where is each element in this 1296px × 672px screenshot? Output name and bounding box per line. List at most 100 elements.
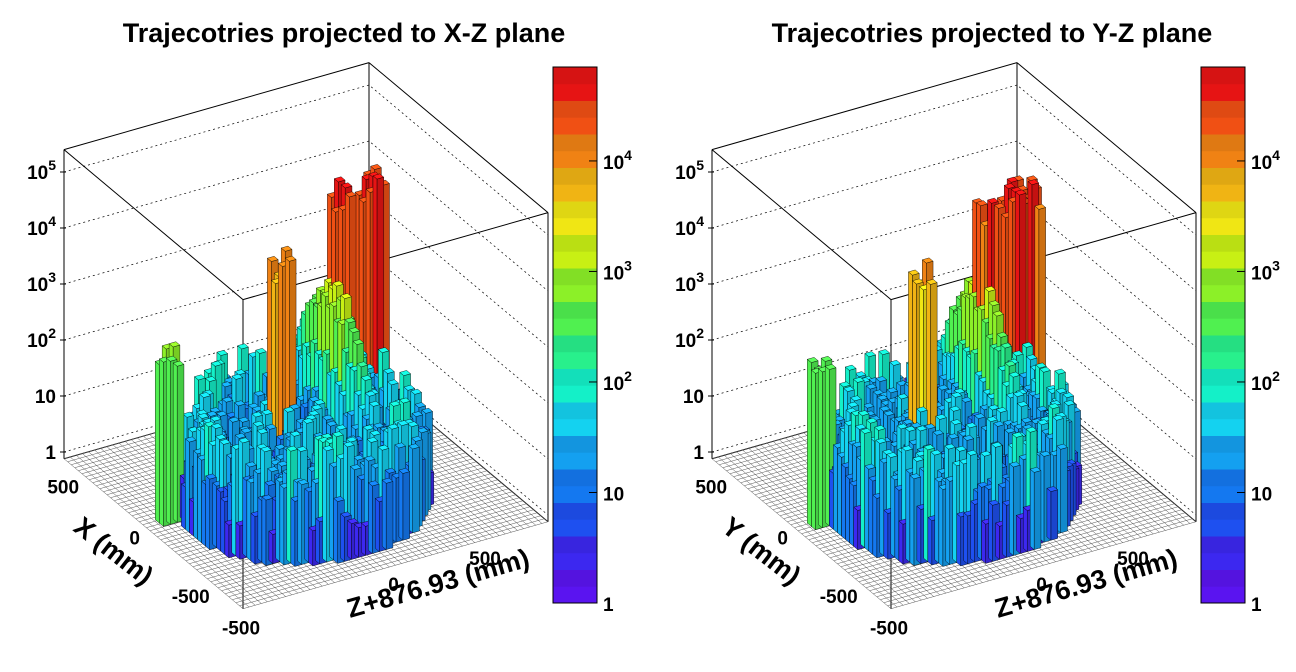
x-tick-label: 0 bbox=[388, 575, 399, 596]
color-scale-segment bbox=[1201, 184, 1245, 202]
y-axis-ticks: -500 0 500 bbox=[695, 478, 857, 608]
colorbar-tick-label: 1 bbox=[1251, 595, 1262, 616]
chart-svg: Trajecotries projected to X-Z plane10510… bbox=[27, 18, 632, 640]
color-scale-segment bbox=[553, 234, 597, 252]
z-tick-label: 104 bbox=[27, 213, 56, 240]
color-scale-segment bbox=[1201, 368, 1245, 386]
color-scale-segment bbox=[1201, 234, 1245, 252]
color-scale-segment bbox=[553, 284, 597, 302]
color-scale-segment bbox=[1201, 117, 1245, 135]
color-scale-segment bbox=[1201, 402, 1245, 420]
color-scale-segment bbox=[1201, 418, 1245, 436]
colorbar-tick-label: 103 bbox=[603, 257, 632, 284]
x-tick-label: 500 bbox=[469, 549, 501, 570]
colorbar-tick-label: 102 bbox=[1251, 368, 1280, 395]
color-scale-segment bbox=[1201, 536, 1245, 554]
chart-panel-xz: Trajecotries projected to X-Z plane 105 10… bbox=[27, 18, 632, 640]
color-scale-segment bbox=[553, 469, 597, 487]
x-tick-label: -500 bbox=[222, 619, 260, 640]
color-scale-segment bbox=[1201, 519, 1245, 537]
color-scale-segment bbox=[1201, 167, 1245, 185]
color-scale-segment bbox=[1201, 586, 1245, 604]
color-scale-segment bbox=[1201, 552, 1245, 570]
color-scale-segment bbox=[1201, 301, 1245, 319]
color-scale-segment bbox=[1201, 251, 1245, 269]
histogram-bar bbox=[1008, 461, 1021, 556]
color-scale-segment bbox=[553, 402, 597, 420]
z-tick-label: 104 bbox=[675, 213, 704, 240]
y-tick-label: 0 bbox=[777, 529, 788, 550]
color-scale-segment bbox=[553, 318, 597, 336]
color-scale-segment bbox=[1201, 335, 1245, 353]
color-scale-segment bbox=[1201, 100, 1245, 118]
z-tick-label: 10 bbox=[683, 387, 704, 408]
color-scale-segment bbox=[1201, 83, 1245, 101]
color-scale-segment bbox=[1201, 201, 1245, 219]
chart-title: Trajecotries projected to X-Z plane bbox=[123, 18, 566, 48]
colorbar-tick-label: 102 bbox=[603, 368, 632, 395]
x-axis-ticks: -500 0 500 bbox=[222, 549, 501, 640]
y-tick-label: -500 bbox=[820, 587, 858, 608]
color-scale-segment bbox=[1201, 284, 1245, 302]
color-scale-segment bbox=[1201, 318, 1245, 336]
colorbar-tick-label: 104 bbox=[1251, 147, 1280, 174]
color-scale-segment bbox=[553, 586, 597, 604]
y-tick-label: 500 bbox=[47, 478, 79, 499]
color-scale-segment bbox=[553, 268, 597, 286]
z-tick-label: 10 bbox=[35, 387, 56, 408]
color-scale-segment bbox=[553, 435, 597, 453]
color-scale-segment bbox=[553, 117, 597, 135]
colorbar-tick-label: 10 bbox=[1251, 484, 1272, 505]
color-scale-segment bbox=[553, 418, 597, 436]
colorbar-tick-label: 104 bbox=[603, 147, 632, 174]
color-scale-segment bbox=[1201, 569, 1245, 587]
z-tick-label: 102 bbox=[27, 325, 56, 352]
color-scale-segment bbox=[553, 217, 597, 235]
color-scale-segment bbox=[1201, 452, 1245, 470]
color-scale-segment bbox=[553, 100, 597, 118]
color-scale-segment bbox=[553, 150, 597, 168]
color-scale-segment bbox=[553, 519, 597, 537]
colorbar-tick-label: 103 bbox=[1251, 257, 1280, 284]
z-tick-label: 102 bbox=[675, 325, 704, 352]
color-scale-segment bbox=[553, 385, 597, 403]
color-scale-segment bbox=[553, 301, 597, 319]
color-scale-segment bbox=[553, 201, 597, 219]
y-tick-label: 500 bbox=[695, 478, 727, 499]
color-scale-segment bbox=[553, 335, 597, 353]
color-scale-segment bbox=[1201, 469, 1245, 487]
histogram-bar bbox=[1046, 486, 1059, 541]
y-axis-ticks: -500 0 500 bbox=[47, 478, 209, 608]
y-axis-title: Y (mm) bbox=[716, 511, 806, 591]
color-scale-segment bbox=[553, 502, 597, 520]
chart-svg: Trajecotries projected to Y-Z plane10510… bbox=[675, 18, 1280, 640]
chart-panel-yz: Trajecotries projected to Y-Z plane 105 10… bbox=[648, 0, 1296, 672]
color-scale-segment bbox=[1201, 268, 1245, 286]
x-axis-title: Z+876.93 (mm) bbox=[991, 543, 1180, 624]
histogram-bar bbox=[398, 468, 411, 541]
x-tick-label: -500 bbox=[870, 619, 908, 640]
color-scale-segment bbox=[553, 184, 597, 202]
color-scale-segment bbox=[1201, 385, 1245, 403]
y-tick-label: -500 bbox=[172, 587, 210, 608]
color-scale-segment bbox=[553, 485, 597, 503]
color-scale-segment bbox=[1201, 134, 1245, 152]
histogram-bar bbox=[408, 443, 420, 534]
x-axis-ticks: -500 0 500 bbox=[870, 549, 1149, 640]
lego-bars bbox=[806, 175, 1083, 567]
color-scale-segment bbox=[553, 251, 597, 269]
color-scale-segment bbox=[553, 552, 597, 570]
y-axis-title: X (mm) bbox=[68, 511, 159, 591]
color-scale-segment bbox=[553, 351, 597, 369]
histogram-bar bbox=[1056, 443, 1068, 534]
z-tick-label: 1 bbox=[45, 443, 56, 464]
color-scale-segment bbox=[553, 368, 597, 386]
colorbar-tick-label: 10 bbox=[603, 484, 624, 505]
histogram-bar bbox=[381, 477, 394, 551]
color-scale-segment bbox=[1201, 502, 1245, 520]
color-scale-segment bbox=[1201, 217, 1245, 235]
color-scale-segment bbox=[553, 167, 597, 185]
color-scale-segment bbox=[553, 83, 597, 101]
